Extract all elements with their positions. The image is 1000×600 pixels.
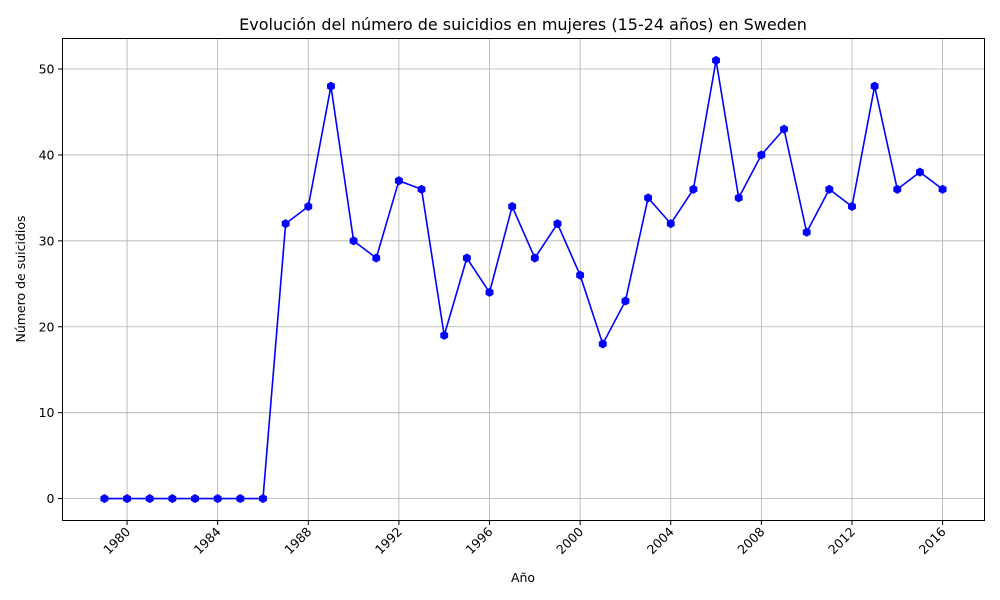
- series-line: [104, 59, 944, 500]
- data-point: [191, 494, 199, 504]
- data-point: [825, 184, 834, 194]
- data-point: [100, 494, 109, 504]
- data-point: [259, 494, 267, 504]
- data-point: [304, 201, 313, 212]
- data-point: [553, 219, 562, 229]
- data-point: [508, 201, 517, 212]
- data-point: [621, 296, 630, 306]
- x-tick-label: 2000: [553, 524, 586, 557]
- data-point: [168, 494, 177, 504]
- plot-frame: [62, 38, 985, 521]
- series-layer: [100, 55, 947, 504]
- x-tick-label: 1984: [191, 524, 224, 557]
- x-tick-label: 1988: [281, 524, 314, 557]
- data-point: [598, 339, 607, 349]
- y-tick-label: 10: [39, 405, 55, 420]
- data-point: [281, 219, 290, 229]
- data-point: [848, 201, 856, 212]
- y-tick-label: 30: [39, 233, 55, 248]
- data-point: [440, 330, 449, 340]
- data-point: [485, 287, 494, 297]
- y-tick-label: 20: [39, 319, 55, 334]
- data-point: [780, 124, 788, 134]
- x-tick-label: 2008: [734, 524, 767, 557]
- data-point: [757, 150, 766, 160]
- data-point: [802, 227, 811, 237]
- data-point: [689, 184, 698, 194]
- grid-lines: [62, 38, 985, 521]
- y-tick-label: 40: [39, 147, 55, 162]
- data-point: [372, 253, 381, 263]
- data-point: [712, 55, 720, 65]
- x-axis-label: Año: [511, 570, 535, 585]
- data-point: [145, 494, 154, 504]
- data-point: [236, 494, 245, 504]
- data-point: [870, 81, 879, 91]
- x-tick-label: 1996: [463, 524, 496, 557]
- data-point: [576, 270, 585, 280]
- data-point: [417, 184, 426, 194]
- y-tick-label: 0: [47, 491, 55, 506]
- data-point: [462, 253, 471, 263]
- data-point: [915, 167, 924, 177]
- data-point: [666, 219, 675, 229]
- data-point: [394, 176, 403, 186]
- chart-title: Evolución del número de suicidios en muj…: [239, 15, 807, 34]
- data-point: [213, 494, 222, 504]
- data-point: [327, 81, 335, 91]
- data-point: [530, 253, 539, 263]
- x-tick-label: 2004: [644, 524, 677, 557]
- y-tick-label: 50: [39, 62, 55, 77]
- data-point: [644, 193, 653, 203]
- x-tick-label: 1980: [100, 524, 133, 557]
- data-point: [123, 494, 131, 504]
- data-point: [734, 193, 743, 203]
- y-axis-label: Número de suicidios: [13, 215, 28, 342]
- x-tick-label: 1992: [372, 524, 405, 557]
- data-point: [349, 236, 358, 246]
- data-point: [938, 184, 947, 194]
- data-point: [893, 184, 902, 194]
- axis-ticks: 1980 1984 1988 1992 1996 2000 2004 2008 2012 2016…: [39, 62, 949, 558]
- x-tick-label: 2012: [825, 524, 858, 557]
- x-tick-label: 2016: [916, 524, 949, 557]
